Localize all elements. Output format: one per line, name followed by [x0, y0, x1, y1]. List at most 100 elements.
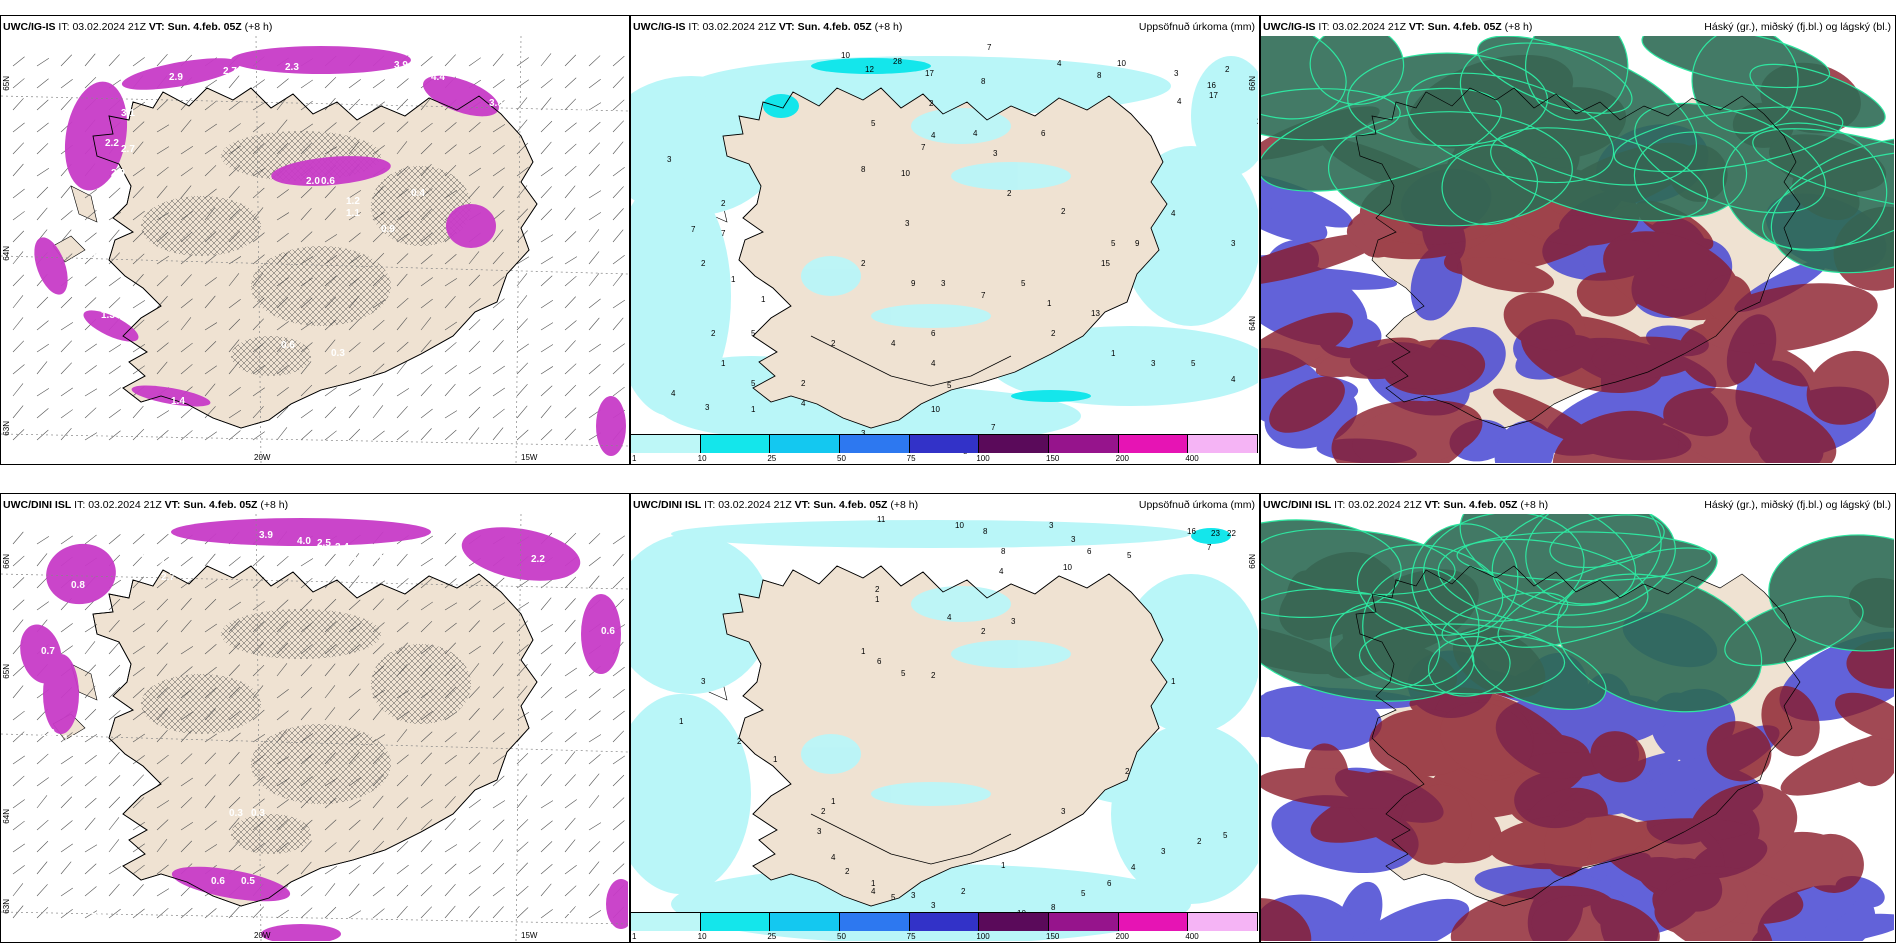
value-label: 2 [931, 671, 936, 680]
value-label: 10 [931, 405, 940, 414]
value-label: 6 [1107, 879, 1112, 888]
value-label: 6 [1041, 129, 1046, 138]
lat-label-64n: 64N [2, 246, 11, 261]
value-label: 1 [731, 275, 736, 284]
value-label: 10 [1117, 59, 1126, 68]
value-label: 2 [711, 329, 716, 338]
init-time: 03.02.2024 21Z [702, 21, 776, 33]
value-label: 4 [801, 399, 806, 408]
value-label: 2 [1061, 207, 1066, 216]
value-label: 2 [1051, 329, 1056, 338]
legend-swatch [1188, 913, 1259, 931]
value-label: 4 [931, 359, 936, 368]
value-label: 3 [861, 429, 866, 438]
value-label: 12 [865, 65, 874, 74]
legend-swatch [979, 913, 1050, 931]
value-label: 5 [1081, 889, 1086, 898]
value-label: 2 [821, 807, 826, 816]
value-label: 5 [947, 381, 952, 390]
legend-tick-label: 75 [906, 454, 916, 463]
value-label: 3.1 [121, 108, 135, 119]
model-name: UWC/IG-IS [3, 21, 56, 33]
value-label: 3 [1161, 847, 1166, 856]
init-time: 03.02.2024 21Z [1332, 21, 1406, 33]
lon-label-15w: 15W [521, 931, 538, 940]
value-label: 2.5 [159, 558, 173, 569]
panel-title: Uppsöfnuð úrkoma (mm) [1138, 499, 1255, 511]
panel-header: UWC/IG-IS IT: 03.02.2024 21Z VT: Sun. 4.… [633, 21, 902, 33]
value-label: 4.0 [481, 76, 495, 87]
value-label: 1 [875, 595, 880, 604]
vt-label: VT: [778, 21, 795, 33]
value-label: 8 [861, 165, 866, 174]
value-label: 8 [983, 527, 988, 536]
model-name: UWC/IG-IS [1263, 21, 1316, 33]
value-label: 3.6 [187, 564, 201, 575]
value-label: 2.7 [121, 144, 135, 155]
value-label: 2 [737, 737, 742, 746]
high-cloud-areas [1261, 514, 1894, 712]
value-label: 28 [893, 57, 902, 66]
it-label: IT: [74, 499, 86, 511]
legend-tick-label: 10 [697, 454, 707, 463]
value-label: 7 [1207, 543, 1212, 552]
light-precip-areas [631, 56, 1258, 446]
legend-tick-label: 100 [976, 454, 990, 463]
value-label: 15 [1101, 259, 1110, 268]
init-time: 03.02.2024 21Z [88, 499, 162, 511]
value-label: 0.6 [601, 626, 615, 637]
value-label: 4 [1057, 59, 1062, 68]
lead-time: (+8 h) [260, 499, 289, 511]
value-label: 3.9 [259, 530, 273, 541]
value-label: 3.0 [371, 554, 385, 565]
value-label: 16 [1207, 81, 1216, 90]
value-label: 11 [877, 515, 886, 524]
lat-label-65n: 65N [2, 664, 11, 679]
heavy-precip-areas [763, 58, 1091, 402]
value-label: 1.7 [591, 676, 605, 687]
init-time: 03.02.2024 21Z [72, 21, 146, 33]
value-label: 3.2 [351, 552, 365, 563]
legend-tick-label: 200 [1115, 454, 1130, 463]
value-label: 3 [1174, 69, 1179, 78]
legend-swatch [631, 913, 701, 931]
color-legend [631, 434, 1259, 455]
value-label: 1 [1047, 299, 1052, 308]
lead-time: (+8 h) [1520, 499, 1549, 511]
value-label: 5 [1111, 239, 1116, 248]
it-label: IT: [688, 21, 700, 33]
value-label: 5 [751, 329, 756, 338]
value-label: 3 [1231, 239, 1236, 248]
value-label: 4.0 [297, 536, 311, 547]
value-label: 0.3 [331, 348, 345, 359]
lead-time: (+8 h) [1504, 21, 1533, 33]
legend-swatch [1049, 435, 1119, 453]
panel-title: Háský (gr.), miðský (fj.bl.) og lágský (… [1704, 499, 1891, 511]
accum-precip-map: 1012281774108321617428254362471083254312… [631, 36, 1258, 463]
value-label: 23 [1211, 529, 1220, 538]
legend-tick-label: 100 [976, 932, 990, 941]
value-label: 2 [1125, 767, 1130, 776]
value-label: 2 [831, 339, 836, 348]
precip-type-map: 3.9 4.0 2.5 2.4 3.1 2.5 3.2 3.0 1.8 2.2 3.6 2.7 0.8 0… [1, 514, 628, 941]
precip-type-map: 2.92.7 2.3 3.94.4 4.03.53.63.12.22.72.92.0 0… [1, 36, 628, 463]
legend-tick-label: 400 [1185, 454, 1199, 463]
value-label: 1 [751, 405, 756, 414]
value-label: 5 [1223, 831, 1228, 840]
value-label: 2 [701, 259, 706, 268]
legend-swatch [840, 913, 910, 931]
value-label: 2 [1007, 189, 1012, 198]
valid-time: Sun. 4.feb. 05Z [167, 21, 242, 33]
panel-header: UWC/DINI ISL IT: 03.02.2024 21Z VT: Sun.… [3, 499, 288, 511]
value-label: 2.5 [317, 538, 331, 549]
value-label: 2.5 [371, 566, 385, 577]
value-label: 7 [721, 229, 726, 238]
value-label: 4 [1231, 375, 1236, 384]
legend-tick-label: 25 [767, 454, 777, 463]
heavy-precip-areas [1191, 528, 1231, 544]
value-label: 3 [911, 891, 916, 900]
valid-time: Sun. 4.feb. 05Z [183, 499, 258, 511]
value-label: 8 [1001, 547, 1006, 556]
light-precip-areas [631, 520, 1258, 941]
legend-tick-label: 50 [837, 454, 846, 463]
